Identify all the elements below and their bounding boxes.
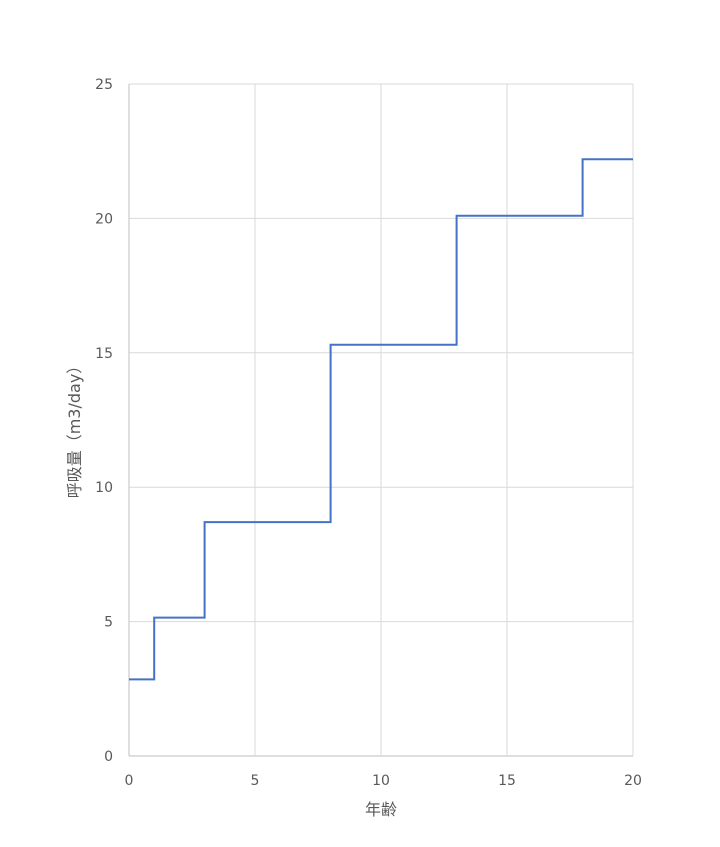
- x-axis-title: 年齢: [365, 800, 397, 819]
- x-tick-label: 15: [498, 773, 516, 789]
- y-tick-label: 5: [104, 615, 113, 631]
- y-tick-label: 15: [95, 346, 113, 362]
- y-tick-label: 10: [95, 480, 113, 496]
- x-tick-label: 20: [624, 773, 642, 789]
- y-tick-labels: 0 5 10 15 20 25: [95, 77, 113, 765]
- x-tick-label: 0: [125, 773, 134, 789]
- series-layer: [129, 158, 633, 681]
- step-line-series: [129, 158, 633, 681]
- x-tick-label: 5: [251, 773, 260, 789]
- gridlines: [128, 83, 634, 757]
- y-axis-title: 呼吸量（m3/day）: [65, 358, 84, 499]
- y-tick-label: 0: [104, 749, 113, 765]
- y-tick-label: 25: [95, 77, 113, 93]
- y-tick-label: 20: [95, 211, 113, 227]
- x-tick-label: 10: [372, 773, 390, 789]
- x-tick-labels: 0 5 10 15 20: [125, 773, 642, 789]
